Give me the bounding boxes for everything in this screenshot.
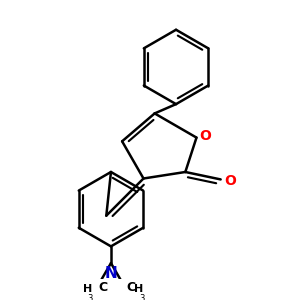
Text: O: O bbox=[199, 129, 211, 143]
Text: N: N bbox=[105, 266, 117, 281]
Text: H: H bbox=[83, 284, 92, 294]
Text: O: O bbox=[224, 174, 236, 188]
Text: C: C bbox=[98, 281, 107, 294]
Text: 3: 3 bbox=[87, 293, 92, 300]
Text: H: H bbox=[134, 284, 143, 294]
Text: C: C bbox=[127, 281, 136, 294]
Text: 3: 3 bbox=[139, 293, 144, 300]
